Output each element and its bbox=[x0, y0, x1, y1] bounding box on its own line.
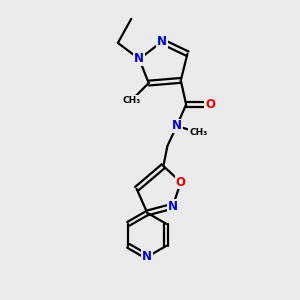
Text: N: N bbox=[157, 35, 167, 48]
Text: O: O bbox=[205, 98, 215, 111]
Text: N: N bbox=[142, 250, 152, 263]
Text: N: N bbox=[172, 119, 182, 132]
Text: O: O bbox=[176, 176, 186, 189]
Text: CH₃: CH₃ bbox=[189, 128, 207, 137]
Text: CH₃: CH₃ bbox=[122, 96, 140, 105]
Text: N: N bbox=[168, 200, 178, 213]
Text: N: N bbox=[134, 52, 144, 65]
